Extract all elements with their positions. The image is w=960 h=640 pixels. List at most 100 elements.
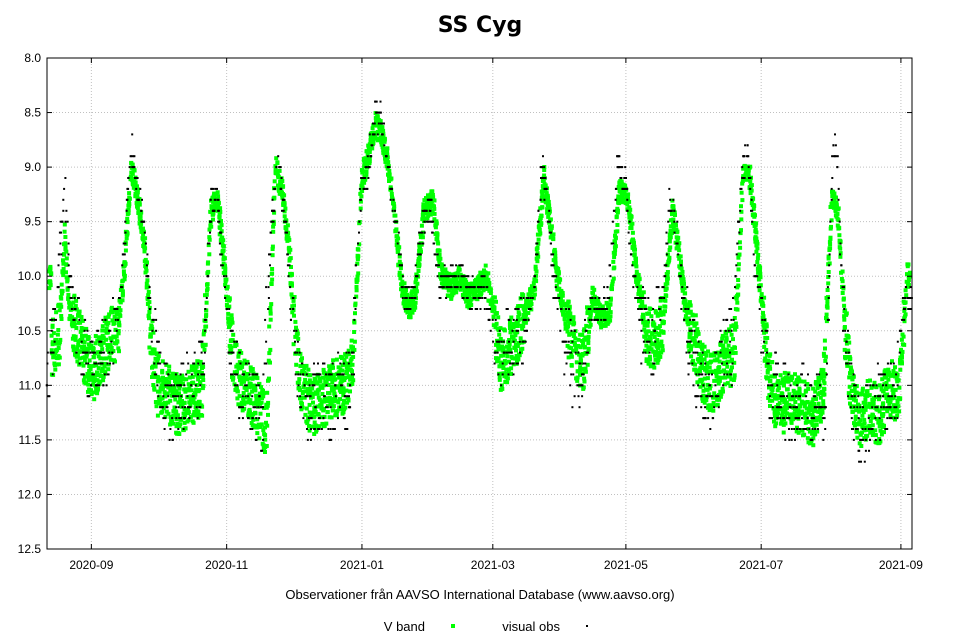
visual-obs-point: [139, 187, 142, 190]
v-band-point: [495, 358, 500, 363]
v-band-point: [82, 344, 87, 349]
visual-obs-point: [126, 198, 129, 201]
v-band-point: [768, 404, 772, 408]
v-band-point: [669, 231, 674, 236]
v-band-point: [772, 406, 776, 411]
v-band-point: [223, 282, 228, 287]
v-band-point: [173, 379, 178, 383]
v-band-point: [726, 343, 731, 348]
v-band-point: [534, 279, 539, 284]
v-band-point: [603, 311, 608, 316]
v-band-point: [328, 398, 333, 403]
v-band-point: [719, 391, 724, 396]
v-band-point: [699, 353, 703, 358]
v-band-point: [754, 249, 759, 254]
v-band-point: [644, 343, 649, 348]
v-band-point: [432, 211, 437, 216]
v-band-point: [796, 412, 801, 417]
v-band-point: [900, 361, 904, 366]
v-band-point: [136, 209, 141, 214]
v-band-point: [71, 344, 76, 349]
visual-obs-point: [124, 242, 127, 245]
visual-obs-point: [317, 362, 319, 365]
v-band-point: [53, 367, 58, 372]
v-band-point: [727, 373, 732, 378]
v-band-point: [722, 351, 727, 356]
v-band-point: [135, 184, 139, 189]
v-band-point: [140, 227, 145, 232]
v-band-point: [607, 306, 611, 311]
v-band-point: [152, 387, 157, 392]
visual-obs-point: [313, 384, 316, 387]
v-band-point: [183, 413, 188, 418]
v-band-point: [738, 245, 743, 250]
v-band-point: [268, 309, 273, 314]
v-band-point: [274, 156, 279, 161]
v-band-point: [826, 281, 831, 286]
v-band-point: [548, 217, 553, 222]
v-band-point: [846, 391, 851, 396]
v-band-point: [207, 237, 212, 242]
v-band-point: [63, 246, 68, 251]
visual-obs-point: [157, 395, 160, 398]
v-band-point: [431, 195, 436, 200]
visual-obs-point: [46, 351, 49, 354]
v-band-point: [160, 396, 165, 401]
v-band-point: [792, 411, 797, 416]
v-band-point: [230, 338, 235, 343]
v-band-point: [54, 337, 59, 342]
v-band-point: [851, 374, 856, 379]
v-band-point: [486, 277, 491, 282]
v-band-point: [130, 171, 135, 176]
visual-obs-point: [116, 308, 119, 310]
v-band-point: [284, 227, 289, 232]
v-band-point: [385, 155, 390, 160]
v-band-point: [106, 344, 110, 349]
visual-obs-point: [155, 318, 158, 321]
v-band-point: [638, 284, 643, 289]
visual-obs-point: [156, 340, 159, 343]
v-band-point: [93, 334, 98, 338]
v-band-point: [901, 334, 906, 339]
v-band-point: [118, 308, 123, 313]
v-band-point: [243, 395, 248, 400]
v-band-point: [218, 210, 223, 214]
visual-obs-point: [109, 362, 111, 365]
v-band-point: [178, 396, 183, 401]
visual-obs-point: [251, 373, 254, 376]
v-band-point: [821, 390, 826, 395]
visual-obs-point: [62, 209, 65, 212]
v-band-point: [693, 341, 698, 346]
v-band-point: [72, 293, 77, 298]
v-band-point: [724, 331, 729, 336]
v-band-point: [280, 179, 285, 183]
v-band-point: [646, 319, 651, 324]
v-band-point: [899, 337, 904, 342]
v-band-point: [258, 411, 263, 416]
v-band-point: [246, 385, 251, 390]
v-band-point: [107, 355, 112, 360]
v-band-point: [826, 275, 831, 279]
v-band-point: [770, 360, 775, 364]
v-band-point: [99, 343, 104, 347]
visual-obs-point: [289, 286, 292, 289]
v-band-point: [752, 204, 757, 208]
v-band-point: [422, 202, 426, 207]
v-band-point: [87, 358, 92, 363]
visual-obs-point: [187, 406, 190, 409]
v-band-point: [720, 386, 725, 391]
v-band-point: [312, 432, 317, 436]
visual-obs-point: [366, 155, 369, 158]
visual-obs-point: [281, 198, 284, 201]
v-band-point: [647, 311, 651, 316]
visual-obs-point: [358, 187, 361, 190]
visual-obs-point: [161, 406, 164, 409]
visual-obs-point: [209, 231, 211, 234]
v-band-point: [412, 307, 417, 312]
visual-obs-point: [86, 329, 89, 332]
v-band-point: [102, 364, 107, 369]
v-band-point: [509, 366, 514, 371]
v-band-point: [188, 414, 193, 419]
visual-obs-point: [317, 417, 320, 420]
v-band-point: [204, 324, 209, 329]
